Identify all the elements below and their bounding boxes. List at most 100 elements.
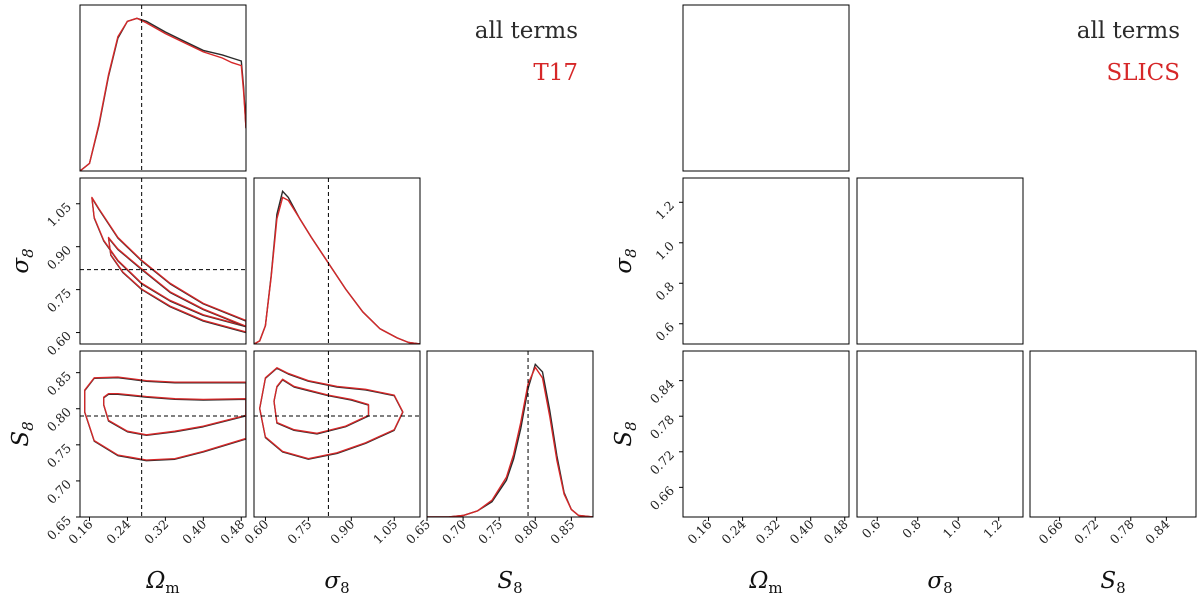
x-tick-label: 0.78 (1107, 516, 1137, 546)
y-axis-label-s8: σ8 (611, 248, 640, 273)
x-axis-label-om: Ωm (145, 568, 179, 596)
x-tick-label: 0.40 (179, 516, 209, 546)
panel-frame (79, 4, 247, 172)
marginal-curve-S8-all (1030, 366, 1196, 517)
contour-s8_S8-outer-alt (871, 359, 995, 462)
x-tick-label: 0.48 (217, 516, 247, 546)
contour-om_s8-inner-all (709, 233, 850, 316)
contour-om_S8-inner-alt (103, 392, 246, 436)
panel-frame (253, 350, 421, 518)
x-tick-label: 0.8 (899, 516, 924, 541)
contour-om_S8-outer-alt (84, 376, 246, 461)
x-axis-label-om: Ωm (748, 568, 782, 596)
contour-om_S8-inner-alt (700, 377, 849, 426)
y-tick-label: 0.70 (44, 476, 74, 506)
x-tick-label: 0.80 (511, 516, 541, 546)
panel-frame (426, 350, 594, 518)
x-tick-label: 0.6 (859, 516, 884, 541)
panel-S8-marginal (426, 350, 594, 518)
contour-s8_S8-inner-all (885, 368, 956, 429)
x-axis-label-S8: S8 (497, 568, 522, 596)
y-tick-label: 0.90 (44, 242, 74, 272)
panel-frame (1029, 350, 1197, 518)
panel-om_S8-contour (682, 350, 850, 518)
contour-om_S8-outer-all (84, 377, 246, 462)
marginal-curve-s8-alt (254, 196, 420, 344)
marginal-curve-S8-alt (1030, 364, 1196, 517)
y-axis-label-S8: S8 (8, 421, 37, 446)
x-tick-label: 0.32 (141, 517, 171, 547)
panel-om-marginal (79, 4, 247, 172)
y-tick-label: 0.6 (652, 319, 677, 344)
x-tick-label: 0.72 (1071, 517, 1101, 547)
y-tick-label: 1.0 (652, 238, 677, 263)
contour-s8_S8-outer-alt (259, 367, 404, 460)
y-tick-label: 0.8 (652, 279, 677, 304)
corner-plot-right: 0.16 0.24 0.32 0.40 0.48 Ωm 0.6 0.8 1.0 1.2 σ8 0.66… (611, 4, 1197, 596)
y-tick-label: 0.75 (44, 440, 74, 470)
contour-om_S8-outer-alt (687, 359, 849, 460)
y-tick-label: 0.80 (44, 404, 74, 434)
contour-om_s8-inner-alt (107, 236, 246, 333)
marginal-curve-S8-alt (427, 365, 593, 517)
panel-frame (253, 177, 421, 345)
y-tick-label: 0.72 (647, 447, 677, 477)
x-tick-label: 0.75 (284, 517, 314, 547)
x-tick-label: 0.24 (103, 516, 133, 546)
x-tick-label: 1.05 (370, 517, 400, 547)
x-axis-label-s8: σ8 (324, 568, 349, 596)
x-tick-label: 0.60 (241, 516, 271, 546)
panel-frame (856, 350, 1024, 518)
panel-frame (79, 177, 247, 345)
y-tick-label: 0.84 (647, 376, 677, 406)
panel-s8_S8-contour (856, 350, 1024, 518)
panel-frame (682, 4, 850, 172)
marginal-curve-om-all (683, 20, 849, 171)
x-axis-label-s8: σ8 (927, 568, 952, 596)
panel-frame (682, 350, 850, 518)
x-tick-label: 0.16 (684, 516, 714, 546)
x-tick-label: 0.70 (439, 516, 469, 546)
y-tick-label: 0.85 (44, 368, 74, 398)
marginal-curve-s8-all (857, 191, 1023, 344)
x-tick-label: 0.32 (752, 517, 782, 547)
marginal-curve-s8-all (254, 189, 420, 344)
panel-om_s8-contour (79, 177, 247, 345)
contour-om_s8-outer-all (692, 202, 850, 319)
marginal-curve-om-alt (80, 17, 246, 171)
y-axis-label-s8: σ8 (8, 248, 37, 273)
panel-om_S8-contour (79, 350, 247, 518)
panel-frame (79, 350, 247, 518)
panel-om-marginal (682, 4, 850, 172)
x-tick-label: 0.84 (1142, 516, 1172, 546)
contour-s8_S8-inner-alt (885, 367, 956, 428)
panel-s8_S8-contour (253, 350, 421, 518)
y-tick-label: 1.2 (652, 198, 677, 223)
y-tick-label: 1.05 (44, 199, 74, 229)
x-tick-label: 0.66 (1035, 516, 1065, 546)
panel-s8-marginal (253, 177, 421, 345)
marginal-curve-S8-all (427, 362, 593, 517)
x-tick-label: 1.0 (940, 516, 965, 541)
legend-entry-comparison: T17 (533, 60, 578, 86)
panel-S8-marginal (1029, 350, 1197, 518)
contour-s8_S8-outer-all (871, 359, 995, 462)
contour-om_s8-outer-alt (91, 196, 246, 327)
legend-entry-all-terms: all terms (1077, 18, 1180, 44)
panel-s8-marginal (856, 177, 1024, 345)
x-tick-label: 0.75 (475, 517, 505, 547)
x-tick-label: 0.90 (327, 516, 357, 546)
panel-om_s8-contour (682, 177, 850, 345)
x-tick-label: 0.65 (403, 517, 433, 547)
marginal-curve-om-alt (683, 18, 849, 171)
contour-om_S8-outer-all (687, 360, 849, 461)
x-tick-label: 0.24 (718, 516, 748, 546)
y-axis-label-S8: S8 (611, 421, 640, 446)
panel-frame (856, 177, 1024, 345)
y-tick-label: 0.60 (44, 328, 74, 358)
x-tick-label: 0.85 (547, 517, 577, 547)
x-tick-label: 0.48 (821, 516, 851, 546)
contour-s8_S8-inner-alt (273, 378, 370, 434)
